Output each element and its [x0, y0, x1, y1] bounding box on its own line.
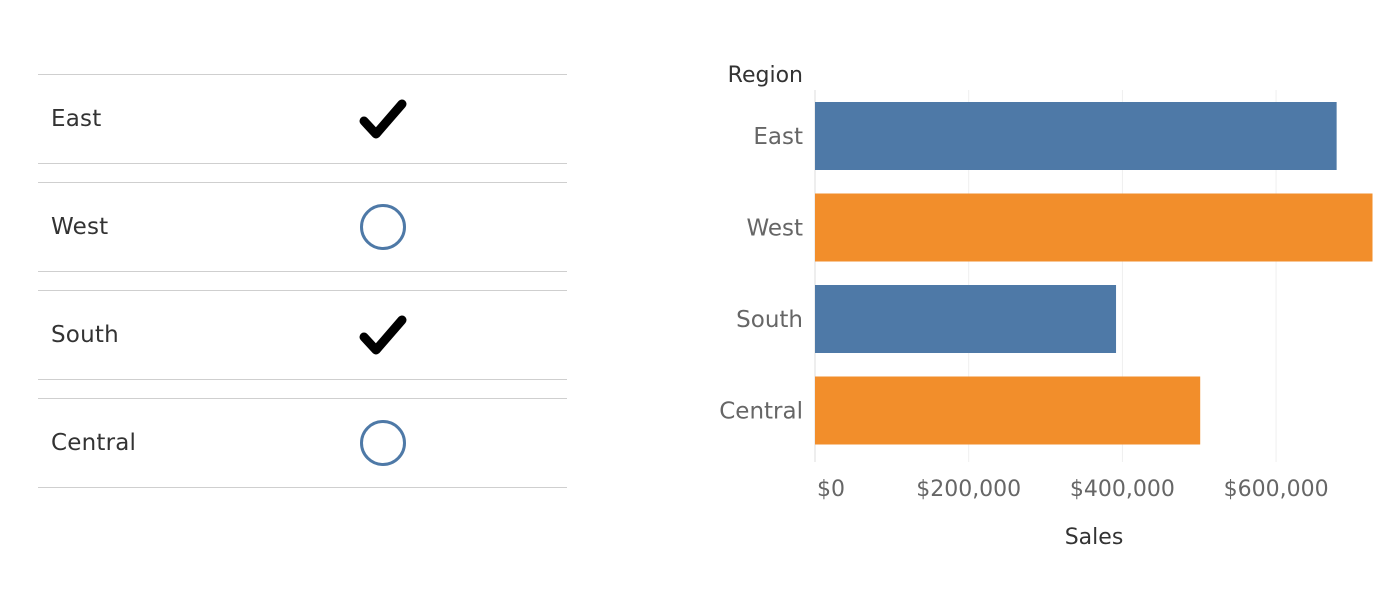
filter-item-south[interactable]: South [38, 290, 567, 380]
x-axis-title: Sales [1065, 525, 1124, 550]
bar-west[interactable] [815, 193, 1373, 262]
circle-icon[interactable] [359, 419, 407, 467]
filter-item-label: Central [51, 430, 137, 456]
checkmark-icon[interactable] [359, 311, 407, 359]
bar-layer [815, 102, 1373, 445]
sales-by-region-chart: East West South Central $0 $200,000 $400,000 $… [690, 50, 1388, 570]
filter-item-label: East [51, 106, 102, 132]
x-tick-label: $0 [817, 477, 845, 502]
category-label-west: West [746, 216, 803, 242]
y-axis-title: Region [728, 63, 803, 88]
x-tick-label: $400,000 [1070, 477, 1175, 502]
filter-item-west[interactable]: West [38, 182, 567, 272]
x-tick-label: $200,000 [916, 477, 1021, 502]
category-label-central: Central [719, 399, 803, 425]
region-filter-list: East West South Central [38, 74, 567, 506]
x-tick-label: $600,000 [1224, 477, 1329, 502]
filter-item-east[interactable]: East [38, 74, 567, 164]
circle-icon[interactable] [359, 203, 407, 251]
tick-label-layer: $0 $200,000 $400,000 $600,000 [817, 477, 1329, 502]
filter-item-label: West [51, 214, 109, 240]
bar-central[interactable] [815, 376, 1201, 445]
category-label-layer: East West South Central [719, 124, 803, 425]
category-label-east: East [753, 124, 803, 150]
checkmark-icon[interactable] [359, 95, 407, 143]
filter-item-central[interactable]: Central [38, 398, 567, 488]
category-label-south: South [736, 307, 803, 333]
bar-east[interactable] [815, 102, 1337, 170]
filter-item-label: South [51, 322, 119, 348]
bar-south[interactable] [815, 285, 1117, 353]
